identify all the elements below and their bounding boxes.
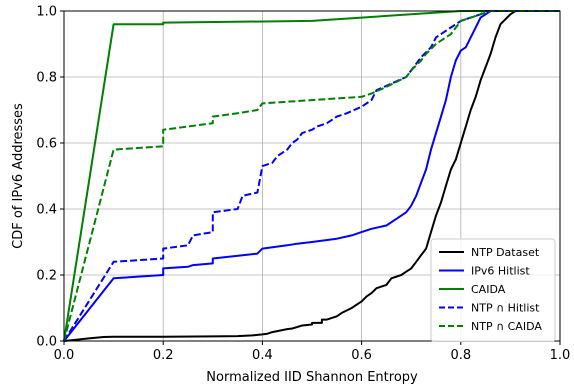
x-axis: 0.0 0.2 0.4 0.6 0.8 1.0 [54,341,571,363]
x-axis-title: Normalized IID Shannon Entropy [206,370,418,385]
series-line-1 [63,10,560,342]
series-lines [63,10,560,342]
x-tick-label: 0.0 [54,348,75,363]
y-tick-label: 0.6 [36,137,57,152]
y-tick-label: 0.8 [36,71,57,86]
plot-frame [63,10,561,342]
x-tick-label: 0.6 [351,348,372,363]
y-axis-title: CDF of IPv6 Addresses [11,103,26,249]
x-tick-label: 0.8 [450,348,471,363]
y-tick-label: 0.0 [36,335,57,350]
y-tick-label: 0.2 [36,269,57,284]
series-line-4 [63,10,560,342]
legend-label: IPv6 Hitlist [471,265,530,278]
x-tick-label: 0.2 [153,348,174,363]
legend-label: NTP Dataset [471,246,540,259]
legend-label: NTP ∩ CAIDA [471,320,542,333]
y-tick-label: 1.0 [36,5,57,20]
y-tick-label: 0.4 [36,203,57,218]
x-tick-label: 1.0 [550,348,571,363]
legend-label: CAIDA [471,283,506,296]
y-axis: 0.0 0.2 0.4 0.6 0.8 1.0 [36,5,64,350]
series-line-2 [63,10,560,342]
series-line-3 [63,10,560,342]
x-tick-label: 0.4 [252,348,273,363]
series-line-0 [63,10,560,342]
legend-box [430,238,556,342]
legend: NTP Dataset IPv6 Hitlist CAIDA NTP ∩ Hitlis… [430,238,556,342]
legend-label: NTP ∩ Hitlist [471,302,540,315]
